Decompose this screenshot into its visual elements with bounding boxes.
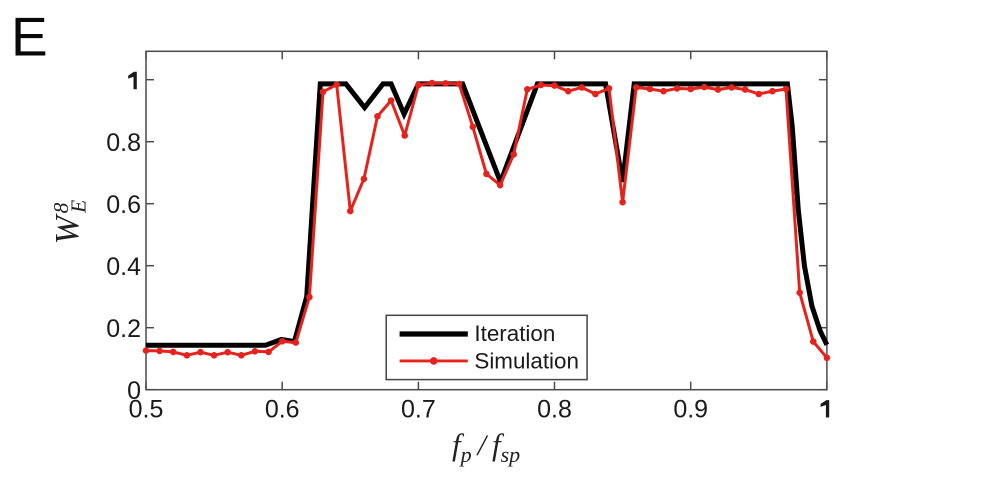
svg-text:0.4: 0.4	[106, 253, 141, 281]
svg-text:0.2: 0.2	[106, 315, 141, 343]
svg-text:0.7: 0.7	[401, 396, 436, 424]
svg-text:0.6: 0.6	[265, 396, 300, 424]
svg-text:Simulation: Simulation	[474, 348, 579, 373]
svg-text:WE8: WE8	[49, 200, 91, 244]
svg-text:0.8: 0.8	[106, 129, 141, 157]
svg-text:0.5: 0.5	[129, 396, 164, 424]
svg-text:0.6: 0.6	[106, 191, 141, 219]
svg-text:0.8: 0.8	[537, 396, 572, 424]
svg-text:Iteration: Iteration	[474, 321, 555, 346]
svg-text:E: E	[11, 6, 48, 68]
svg-text:0.9: 0.9	[673, 396, 708, 424]
svg-text:0: 0	[127, 377, 141, 405]
